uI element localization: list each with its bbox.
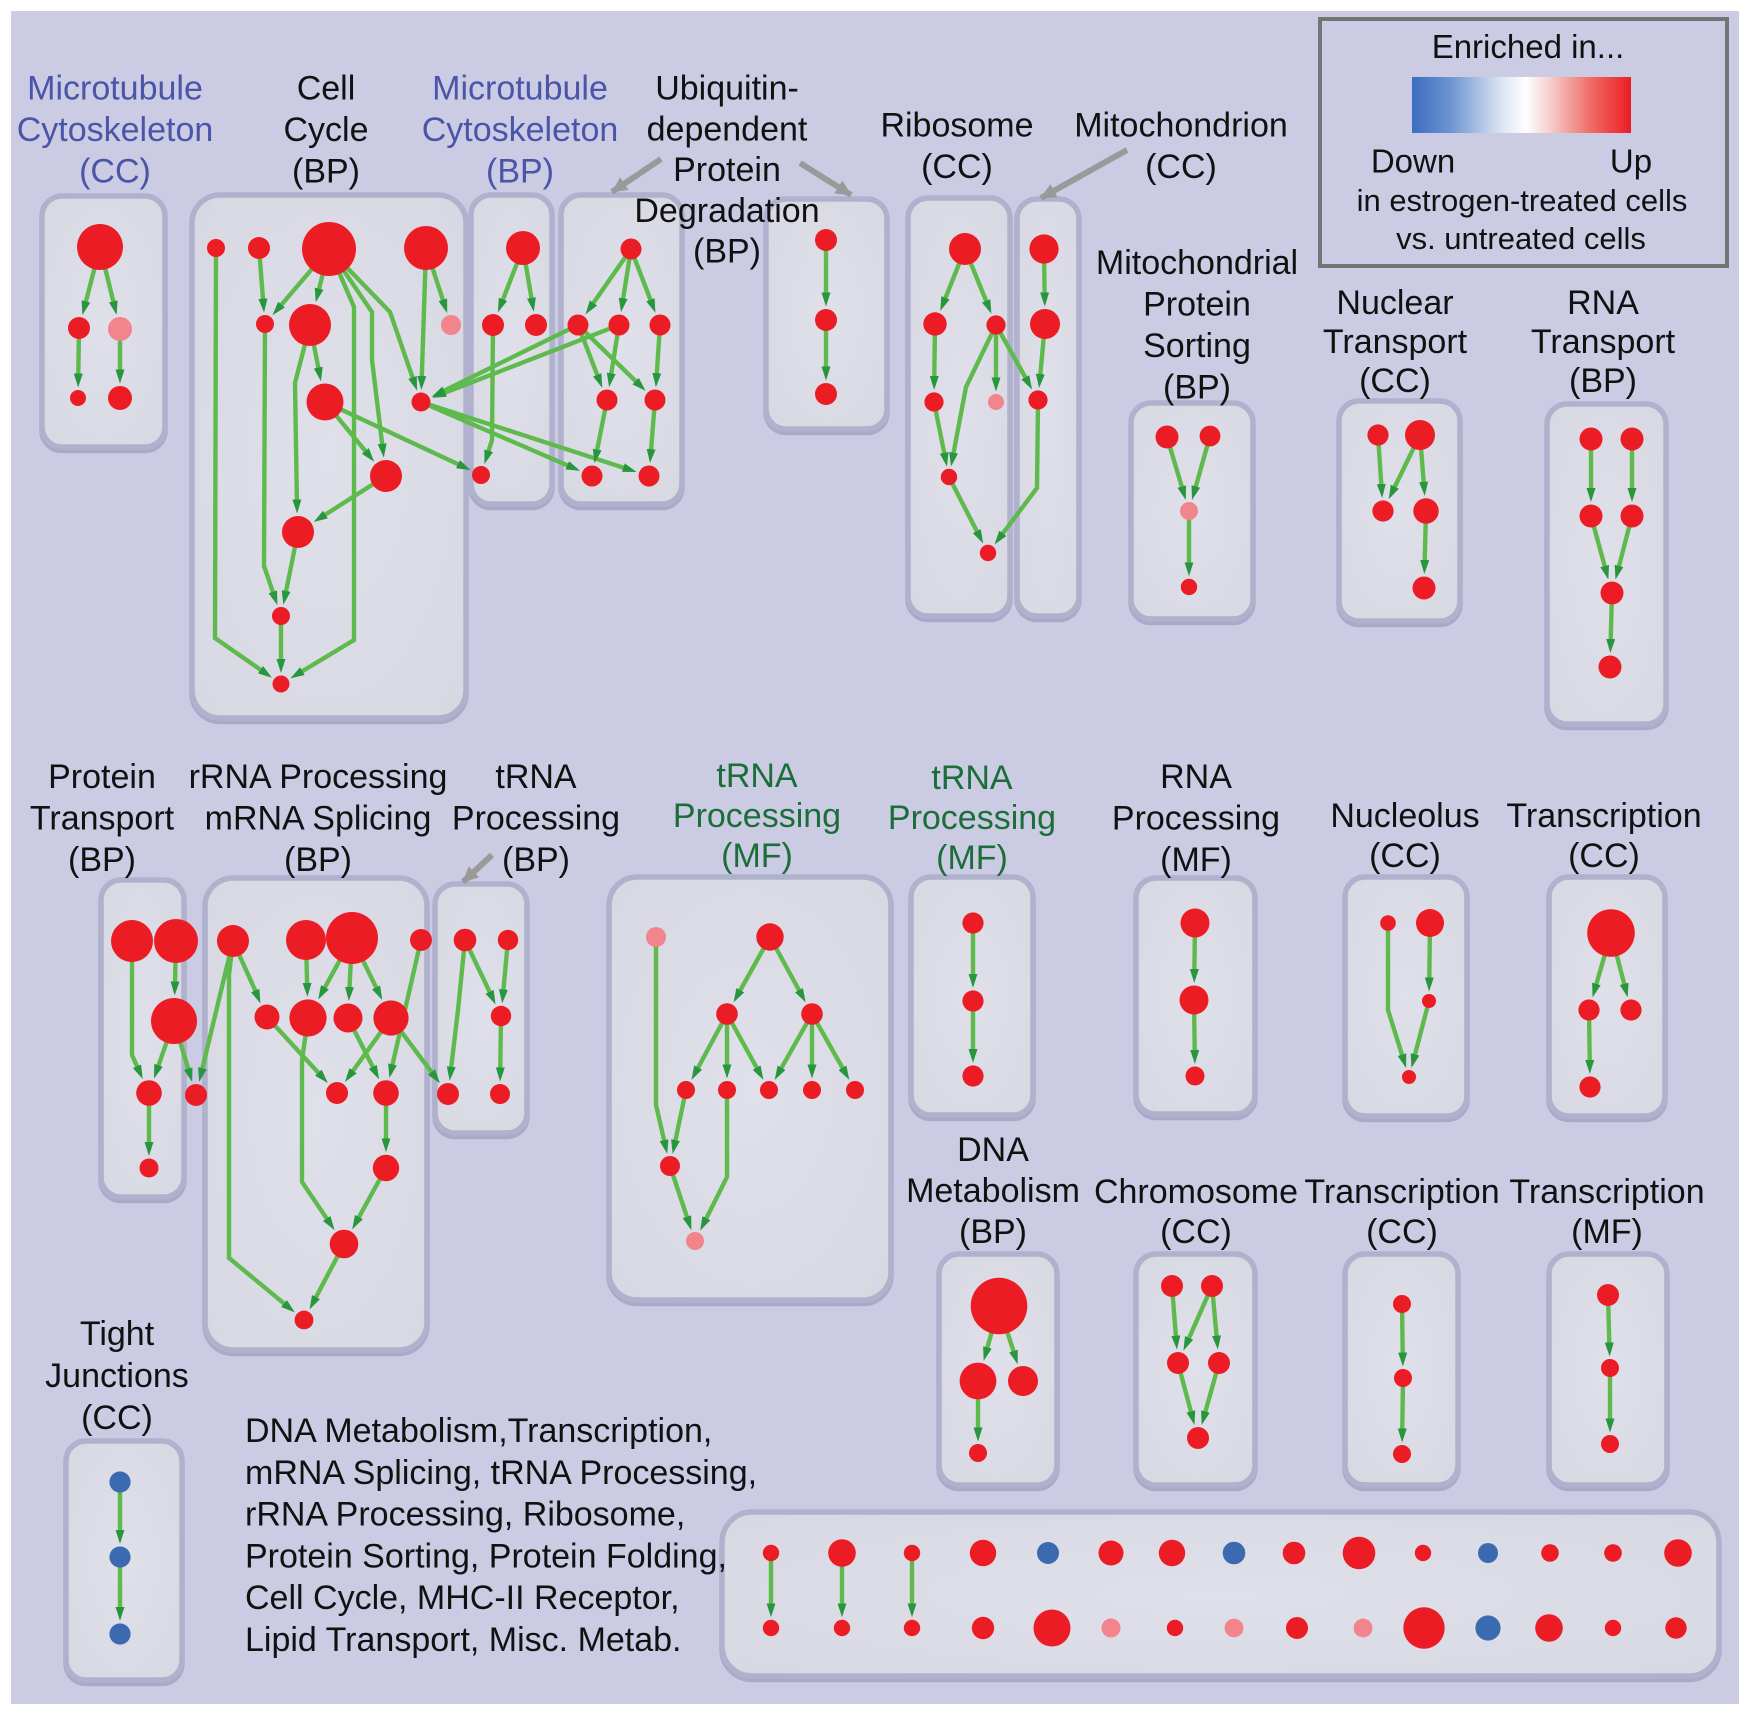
svg-text:(CC): (CC) (1359, 362, 1431, 400)
svg-text:Processing: Processing (888, 799, 1056, 837)
svg-text:(MF): (MF) (936, 839, 1008, 877)
svg-text:(CC): (CC) (1160, 1213, 1232, 1251)
svg-text:Transcription: Transcription (1506, 797, 1701, 835)
svg-text:Transport: Transport (30, 800, 175, 838)
svg-text:Processing: Processing (1112, 800, 1280, 838)
svg-text:(MF): (MF) (1571, 1213, 1643, 1251)
svg-text:(CC): (CC) (81, 1399, 153, 1437)
svg-text:(CC): (CC) (1145, 148, 1217, 186)
svg-text:Down: Down (1371, 143, 1455, 180)
svg-text:(BP): (BP) (693, 233, 761, 271)
svg-text:Sorting: Sorting (1143, 327, 1251, 365)
svg-text:(MF): (MF) (721, 837, 793, 875)
svg-text:Processing: Processing (452, 800, 620, 838)
svg-text:(BP): (BP) (1569, 362, 1637, 400)
svg-text:dependent: dependent (647, 110, 808, 148)
svg-text:(CC): (CC) (1366, 1213, 1438, 1251)
svg-text:Up: Up (1610, 143, 1652, 180)
svg-text:tRNA: tRNA (931, 759, 1013, 797)
svg-text:tRNA: tRNA (716, 757, 798, 795)
svg-text:Enriched in...: Enriched in... (1432, 28, 1625, 65)
svg-text:(BP): (BP) (68, 841, 136, 879)
svg-text:(BP): (BP) (959, 1213, 1027, 1251)
svg-text:Transport: Transport (1531, 323, 1676, 361)
svg-text:Junctions: Junctions (45, 1357, 189, 1395)
svg-text:RNA: RNA (1160, 758, 1232, 796)
svg-text:(BP): (BP) (284, 841, 352, 879)
svg-text:Protein: Protein (48, 758, 156, 796)
svg-text:Lipid Transport, Misc. Metab.: Lipid Transport, Misc. Metab. (245, 1621, 682, 1659)
svg-text:(CC): (CC) (79, 153, 151, 191)
svg-text:(BP): (BP) (292, 153, 360, 191)
svg-text:Transcription: Transcription (1509, 1173, 1704, 1211)
svg-text:Nucleolus: Nucleolus (1330, 797, 1479, 835)
svg-text:in estrogen-treated cells: in estrogen-treated cells (1357, 183, 1688, 218)
svg-text:Metabolism: Metabolism (906, 1172, 1080, 1210)
svg-text:(CC): (CC) (1568, 837, 1640, 875)
svg-text:mRNA Splicing: mRNA Splicing (205, 800, 432, 838)
svg-text:(BP): (BP) (486, 153, 554, 191)
svg-text:(MF): (MF) (1160, 841, 1232, 879)
svg-text:(BP): (BP) (1163, 369, 1231, 407)
svg-text:Nuclear: Nuclear (1336, 284, 1453, 322)
svg-text:RNA: RNA (1567, 284, 1639, 322)
svg-text:Cytoskeleton: Cytoskeleton (422, 111, 619, 149)
svg-text:Chromosome: Chromosome (1094, 1173, 1298, 1211)
svg-text:Ubiquitin-: Ubiquitin- (655, 70, 799, 108)
svg-text:Cytoskeleton: Cytoskeleton (17, 111, 214, 149)
svg-text:Microtubule: Microtubule (432, 70, 608, 108)
svg-text:Protein Sorting, Protein Foldi: Protein Sorting, Protein Folding, (245, 1537, 727, 1575)
svg-text:vs. untreated cells: vs. untreated cells (1396, 221, 1646, 256)
svg-text:(CC): (CC) (1369, 837, 1441, 875)
svg-text:Cycle: Cycle (283, 111, 368, 149)
svg-text:rRNA Processing, Ribosome,: rRNA Processing, Ribosome, (245, 1496, 685, 1534)
svg-text:Tight: Tight (80, 1315, 155, 1353)
svg-text:Mitochondrion: Mitochondrion (1074, 107, 1288, 145)
svg-text:Transcription: Transcription (1304, 1173, 1499, 1211)
svg-text:rRNA Processing: rRNA Processing (189, 758, 448, 796)
svg-text:tRNA: tRNA (495, 758, 577, 796)
svg-text:Transport: Transport (1323, 323, 1468, 361)
svg-text:(CC): (CC) (921, 148, 993, 186)
svg-text:Mitochondrial: Mitochondrial (1096, 244, 1298, 282)
svg-text:Cell: Cell (297, 70, 356, 108)
svg-text:Microtubule: Microtubule (27, 70, 203, 108)
svg-text:Processing: Processing (673, 797, 841, 835)
svg-text:Cell Cycle, MHC-II Receptor,: Cell Cycle, MHC-II Receptor, (245, 1579, 680, 1617)
svg-text:Ribosome: Ribosome (880, 107, 1033, 145)
svg-text:Degradation: Degradation (634, 192, 819, 230)
svg-text:mRNA Splicing, tRNA Processing: mRNA Splicing, tRNA Processing, (245, 1454, 757, 1492)
svg-text:(BP): (BP) (502, 841, 570, 879)
svg-text:DNA Metabolism,Transcription,: DNA Metabolism,Transcription, (245, 1412, 712, 1450)
svg-text:Protein: Protein (673, 151, 781, 189)
svg-text:Protein: Protein (1143, 286, 1251, 324)
svg-text:DNA: DNA (957, 1131, 1029, 1169)
